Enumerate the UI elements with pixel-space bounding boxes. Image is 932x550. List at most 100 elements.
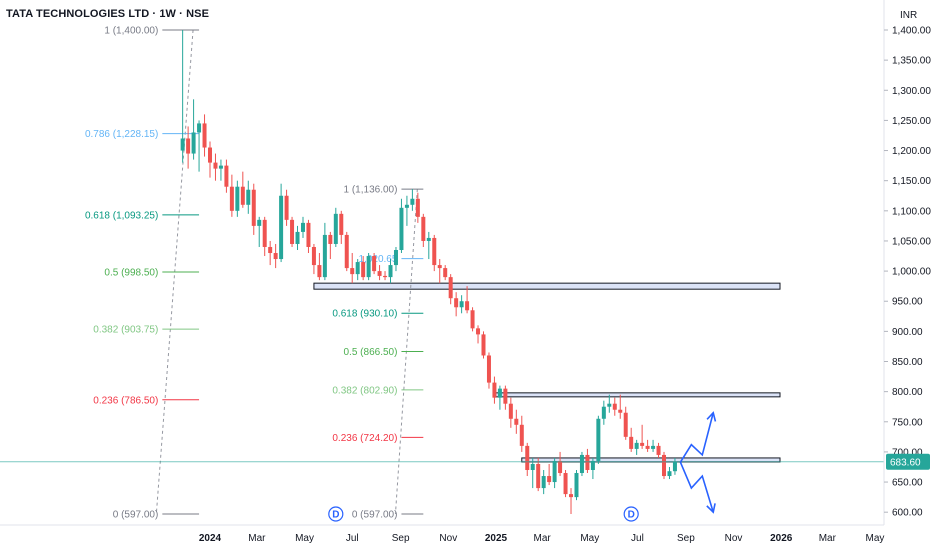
candle-body [486,355,491,383]
candle-body [459,301,464,308]
candle-body [629,436,634,449]
candle-body [662,454,667,477]
candle-body [246,189,251,205]
candle-body [372,256,377,272]
candle-body [525,445,530,470]
price-tick-label: 800.00 [892,387,923,398]
price-tick-label: 1,350.00 [892,56,931,67]
time-tick-label: Nov [725,533,743,544]
price-tick-label: 600.00 [892,508,923,519]
candle-body [421,216,426,241]
candle-body [618,409,623,413]
candle-body [208,147,212,163]
price-tick-label: 750.00 [892,417,923,428]
candle-body [279,195,284,260]
candle-body [503,388,508,404]
currency-label: INR [900,10,918,21]
candle-body [656,445,661,455]
fibonacci-retracements: 1 (1,400.00) 0.786 (1,228.15) 0.618 (1,093… [85,26,424,521]
last-price-label: 683.60 [890,457,921,468]
candle-body [229,186,234,211]
candle-body [536,463,541,489]
price-tick-label: 900.00 [892,327,923,338]
candle-body [585,454,590,470]
candle-body [311,246,316,266]
price-tick-label: 1,400.00 [892,26,931,37]
time-tick-label: May [295,533,314,544]
candle-body [333,213,338,244]
dividend-marker-label: D [332,510,339,521]
candle-body [328,234,333,244]
candle-body [590,460,595,470]
candle-body [492,382,497,398]
price-tick-label: 1,150.00 [892,176,931,187]
candle-body [257,219,262,226]
candle-body [454,298,459,308]
time-tick-label: 2026 [770,533,793,544]
time-tick-label: May [580,533,599,544]
projection-arrow-head [706,411,717,422]
fib-secondary-level-label: 1,020.65 [359,254,398,265]
price-tick-label: 700.00 [892,447,923,458]
fib-secondary-level-label: 0.236 (724.20) [332,433,397,444]
candle-body [497,388,502,398]
candle-body [432,237,437,266]
candle-body [383,275,388,278]
candle-body [273,253,278,260]
candle-body [574,473,579,498]
candle-body [388,265,393,278]
fib-primary-level-label: 1 (1,400.00) [104,26,158,37]
candle-body [601,406,606,419]
candle-body [476,328,481,335]
projection-arrow-head [706,503,716,514]
candle-body [481,334,486,356]
candle-body [443,268,448,278]
fib-primary-level-label: 0.618 (1,093.25) [85,210,158,221]
candle-body [514,418,519,425]
candle-body [284,195,289,220]
candle-body [361,262,366,278]
fib-secondary-level-label: 0.5 (866.50) [344,347,398,358]
candle-body [235,186,240,211]
candle-body [202,123,207,148]
candle-body [262,219,267,247]
candle-body [300,222,305,232]
candle-body [366,256,371,278]
time-tick-label: Sep [392,533,410,544]
fib-secondary-level-label: 0 (597.00) [352,510,398,521]
candle-body [191,132,196,154]
projection-path [679,412,715,463]
price-tick-label: 950.00 [892,297,923,308]
candle-body [667,471,672,477]
candle-body [596,418,601,461]
last-price-box [886,453,930,470]
time-tick-label: Jul [631,533,644,544]
candle-body [541,476,546,489]
candles [0,30,884,514]
candle-body [634,442,639,449]
candle-body [295,231,300,244]
candle-body [339,213,344,235]
candle-body [306,222,311,247]
candle-body [552,460,557,483]
candle-body [558,460,563,474]
fib-secondary-level-label: 0.382 (802.90) [332,385,397,396]
price-zone [493,392,781,398]
projection-path [679,461,715,513]
candle-body [519,424,524,446]
candle-body [355,262,360,275]
candle-body [290,219,295,244]
candle-body [251,189,256,226]
candle-body [180,138,185,151]
candle-body [508,403,513,419]
candle-body [415,198,420,217]
price-tick-label: 850.00 [892,357,923,368]
candle-body [393,250,398,266]
price-tick-label: 1,050.00 [892,236,931,247]
candle-body [569,494,574,498]
candle-body [399,207,404,250]
price-tick-label: 1,000.00 [892,267,931,278]
fib-primary-level-label: 0.5 (998.50) [104,268,158,279]
